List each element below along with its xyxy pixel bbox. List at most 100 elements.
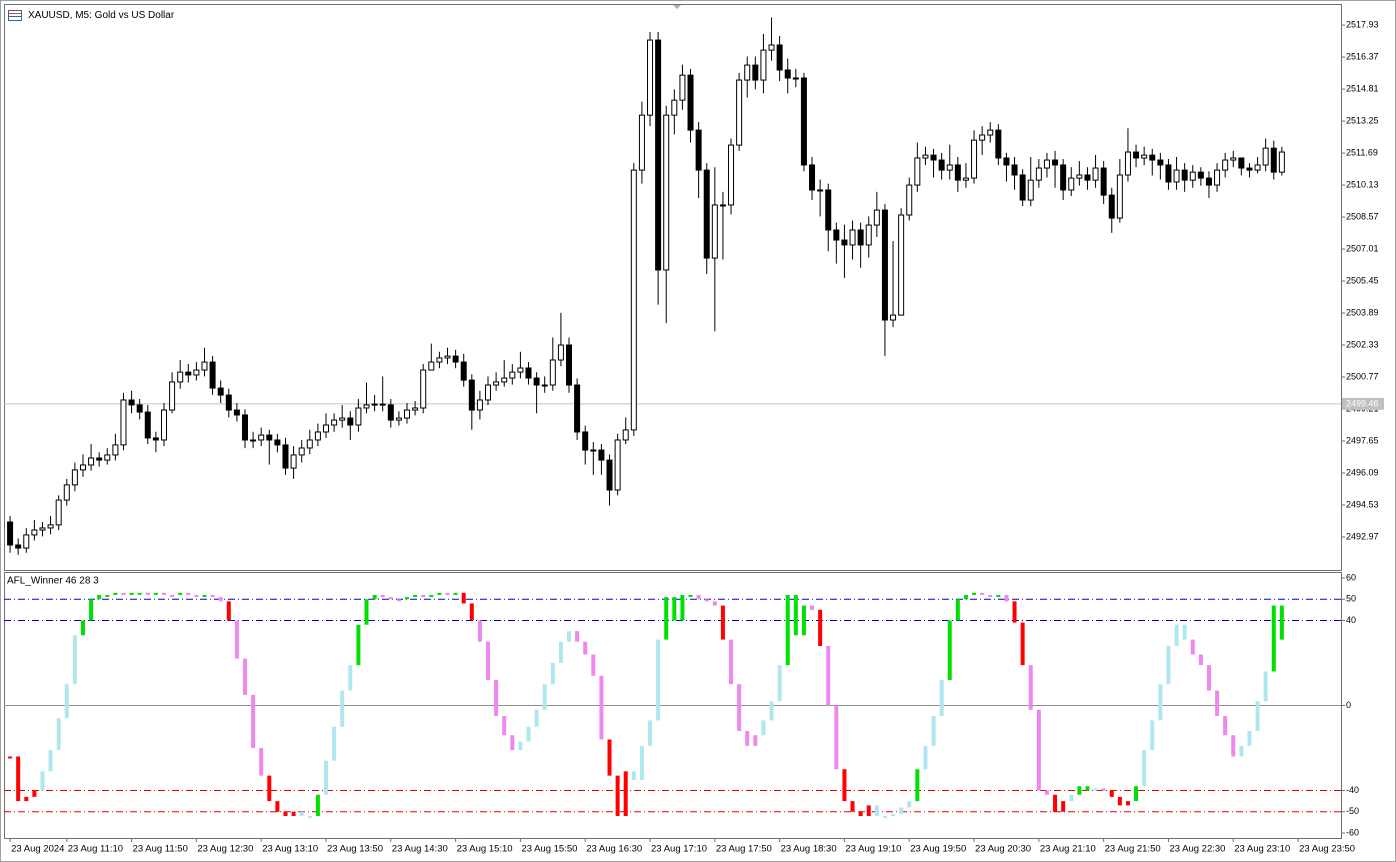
oscillator-bar [1012,601,1017,623]
oscillator-bar [915,769,920,802]
oscillator-bar [834,705,839,770]
candle-body [833,229,840,241]
candle-body [241,414,248,441]
x-tick-label: 23 Aug 19:50 [910,844,966,855]
oscillator-bar [729,639,734,685]
oscillator-bar [1198,654,1203,666]
candle-body [298,447,305,456]
oscillator-bar [891,813,896,817]
candle-body [1149,154,1156,161]
oscillator-bar [1125,801,1130,806]
bid-label-box [1342,397,1384,410]
candle-body [800,77,807,166]
candle-body [784,69,791,79]
oscillator-bar [631,771,636,780]
candle-body [938,159,945,171]
oscillator-bar [137,592,142,595]
candle-body [1222,159,1229,171]
candle-body [638,114,645,171]
candle-body [322,424,329,433]
candle-body [339,417,346,421]
candle-body [695,129,702,171]
oscillator-bar [121,592,126,595]
oscillator-bar [16,756,21,802]
oscillator-bar [291,811,296,817]
x-tick-label: 23 Aug 20:30 [975,844,1031,855]
candle-body [622,429,629,441]
oscillator-bar [161,592,166,595]
y-tick-label: -50 [1346,806,1359,816]
oscillator-bar [275,801,280,812]
oscillator-bar [745,730,750,746]
oscillator-bar [388,597,393,600]
candle-body [865,224,872,246]
oscillator-bar [1053,794,1058,812]
candle-body [574,384,581,433]
candle-body [890,314,897,321]
candle-body [233,409,240,416]
candle-body [379,403,386,406]
oscillator-bar [720,605,725,640]
oscillator-bar [899,807,904,814]
y-tick-label: 2505.45 [1346,275,1379,285]
candle-body [873,209,880,226]
x-tick-label: 23 Aug 18:30 [781,844,837,855]
oscillator-bar [793,594,798,636]
oscillator-bar [688,594,693,597]
candle-body [776,44,783,71]
candle-body [55,499,62,526]
candle-body [169,381,176,411]
oscillator-bar [437,592,442,595]
candle-body [144,411,151,439]
candle-body [549,359,556,386]
candle-body [614,439,621,491]
candle-body [1052,159,1059,166]
candle-body [533,377,540,386]
oscillator-bar [599,675,604,740]
y-tick-label: 2503.89 [1346,307,1379,317]
candle-body [96,457,103,461]
candle-body [136,404,143,413]
candle-body [404,409,411,419]
candle-body [898,214,905,316]
candle-body [1100,167,1107,196]
oscillator-bar [567,631,572,642]
oscillator-bar [461,592,466,604]
oscillator-bar [591,654,596,676]
candle-body [979,134,986,141]
candle-body [857,229,864,246]
candle-body [501,377,508,383]
y-tick-label: -40 [1346,785,1359,795]
oscillator-bar [259,747,264,776]
candle-body [152,437,159,441]
candle-body [266,434,273,441]
candle-body [809,164,816,191]
candle-body [258,434,265,441]
oscillator-bar [777,665,782,702]
oscillator-bar [1109,790,1114,797]
x-tick-label: 23 Aug 2024 [11,844,64,855]
oscillator-bar [486,641,491,680]
candle-body [282,444,289,469]
candle-body [582,431,589,451]
candle-body [1262,147,1269,166]
candle-body [525,367,532,379]
candle-body [671,99,678,116]
oscillator-bar [1174,624,1179,646]
oscillator-bar [1044,790,1049,795]
oscillator-bar [672,597,677,621]
candle-body [995,129,1002,159]
oscillator-bar [1271,605,1276,672]
candle-body [930,154,937,161]
candle-body [71,469,78,486]
candle-body [185,371,192,376]
oscillator-bar [129,592,134,595]
candle-body [817,189,824,192]
candle-body [703,169,710,259]
y-tick-label: 50 [1346,594,1356,604]
candle-body [760,49,767,81]
candle-body [1197,171,1204,179]
candle-body [444,355,451,359]
oscillator-bar [510,735,515,751]
oscillator-bar [1279,605,1284,640]
